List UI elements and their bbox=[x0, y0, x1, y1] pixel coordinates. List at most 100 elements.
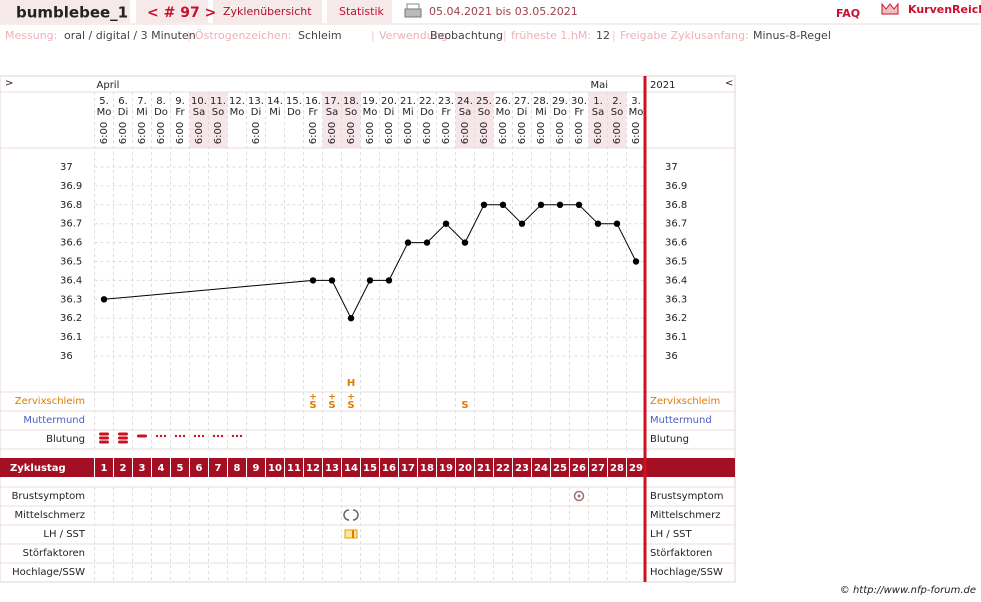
tab[interactable]: Zyklenübersicht bbox=[223, 5, 312, 18]
date-label: 23. bbox=[438, 96, 454, 107]
temperature-point bbox=[632, 258, 640, 265]
tab[interactable]: Statistik bbox=[339, 5, 385, 18]
time-label: 6:00 bbox=[631, 122, 642, 144]
bleeding-icon bbox=[197, 434, 201, 438]
weekday-label: Di bbox=[251, 107, 261, 118]
weekend-shade bbox=[588, 92, 608, 148]
cervix-value: S bbox=[461, 400, 468, 411]
temperature-line bbox=[578, 204, 599, 225]
date-label: 20. bbox=[381, 96, 397, 107]
time-label: 6:00 bbox=[593, 122, 604, 144]
temperature-line bbox=[445, 223, 466, 243]
print-icon[interactable] bbox=[404, 3, 422, 18]
row-label-right: Hochlage/SSW bbox=[650, 567, 723, 578]
cycle-day-bar bbox=[645, 458, 735, 477]
row-label-right: Blutung bbox=[650, 434, 689, 445]
time-label: 6:00 bbox=[422, 122, 433, 144]
weekday-label: Mi bbox=[269, 107, 280, 118]
bleeding-icon bbox=[174, 434, 178, 438]
weekday-label: Do bbox=[420, 107, 434, 118]
date-label: 13. bbox=[248, 96, 264, 107]
date-label: 15. bbox=[286, 96, 302, 107]
temperature-line bbox=[350, 280, 371, 319]
date-label: 18. bbox=[343, 96, 359, 107]
cycle-day: 12 bbox=[306, 463, 320, 474]
date-label: 25. bbox=[476, 96, 492, 107]
date-label: 3. bbox=[631, 96, 641, 107]
time-label: 6:00 bbox=[327, 122, 338, 144]
cycle-day: 7 bbox=[215, 463, 222, 474]
info-label: Verwendung: bbox=[379, 29, 451, 42]
brand-name[interactable]: KurvenReich bbox=[908, 3, 981, 16]
weekday-label: Di bbox=[517, 107, 527, 118]
time-label: 6:00 bbox=[403, 122, 414, 144]
info-label: Östrogenzeichen: bbox=[195, 29, 292, 42]
month-label: Mai bbox=[591, 80, 609, 91]
chart-frame bbox=[0, 75, 736, 583]
cycle-day: 5 bbox=[177, 463, 184, 474]
temperature-line bbox=[464, 204, 485, 243]
weekday-label: Di bbox=[384, 107, 394, 118]
y-tick-label: 36.6 bbox=[60, 238, 82, 249]
cycle-day: 1 bbox=[101, 463, 108, 474]
info-value: 12 bbox=[596, 29, 610, 42]
temperature-point bbox=[442, 220, 450, 227]
bleeding-icon bbox=[155, 434, 159, 438]
weekday-label: Fr bbox=[441, 107, 451, 118]
bleeding-icon bbox=[193, 434, 197, 438]
weekday-label: Mo bbox=[230, 107, 245, 118]
cycle-day: 9 bbox=[253, 463, 260, 474]
weekday-label: Sa bbox=[326, 107, 338, 118]
cycle-nav[interactable]: < # 97 > bbox=[147, 5, 216, 21]
date-label: 6. bbox=[118, 96, 128, 107]
y-tick-label: 36.4 bbox=[60, 275, 82, 286]
info-value: Schleim bbox=[298, 29, 342, 42]
date-label: 14. bbox=[267, 96, 283, 107]
user-name: bumblebee_1 bbox=[16, 4, 128, 22]
cycle-day: 14 bbox=[344, 463, 358, 474]
bleeding-icon bbox=[220, 434, 224, 438]
time-label: 6:00 bbox=[479, 122, 490, 144]
temperature-point bbox=[385, 277, 393, 284]
breast-icon bbox=[573, 490, 585, 502]
date-label: 28. bbox=[533, 96, 549, 107]
weekday-label: So bbox=[611, 107, 623, 118]
weekend-shade bbox=[474, 92, 494, 148]
date-label: 21. bbox=[400, 96, 416, 107]
cycle-day: 11 bbox=[287, 463, 301, 474]
bleeding-icon bbox=[99, 432, 109, 436]
time-label: 6:00 bbox=[574, 122, 585, 144]
nav-box bbox=[136, 0, 208, 23]
nav-prev[interactable]: > bbox=[5, 78, 13, 89]
temperature-point bbox=[366, 277, 374, 284]
separator: | bbox=[371, 29, 375, 42]
date-label: 2. bbox=[612, 96, 622, 107]
weekday-label: Mi bbox=[535, 107, 546, 118]
bleeding-icon bbox=[99, 440, 109, 444]
weekday-label: Mi bbox=[136, 107, 147, 118]
date-label: 8. bbox=[156, 96, 166, 107]
time-label: 6:00 bbox=[156, 122, 167, 144]
weekday-label: So bbox=[478, 107, 490, 118]
y-tick-label: 37 bbox=[60, 162, 73, 173]
cycle-day: 16 bbox=[382, 463, 396, 474]
info-label: früheste 1.hM: bbox=[511, 29, 591, 42]
time-label: 6:00 bbox=[460, 122, 471, 144]
weekend-shade bbox=[455, 92, 475, 148]
nav-next[interactable]: < bbox=[725, 78, 733, 89]
temperature-line bbox=[521, 204, 542, 225]
weekday-label: Sa bbox=[592, 107, 604, 118]
info-row: Messung: oral / digital / 3 Minuten| Östro… bbox=[5, 29, 831, 42]
y-tick-label-right: 36.6 bbox=[665, 238, 687, 249]
cervix-value: S bbox=[347, 400, 354, 411]
cycle-day: 20 bbox=[458, 463, 472, 474]
brand-logo[interactable] bbox=[881, 2, 899, 15]
weekday-label: Fr bbox=[175, 107, 185, 118]
year-label: 2021 bbox=[650, 80, 675, 91]
temperature-point bbox=[404, 239, 412, 246]
cervix-sign: + bbox=[347, 393, 355, 403]
cycle-day: 28 bbox=[610, 463, 624, 474]
temperature-line bbox=[331, 280, 352, 319]
faq-link[interactable]: FAQ bbox=[836, 7, 860, 20]
y-tick-label-right: 36.4 bbox=[665, 275, 687, 286]
